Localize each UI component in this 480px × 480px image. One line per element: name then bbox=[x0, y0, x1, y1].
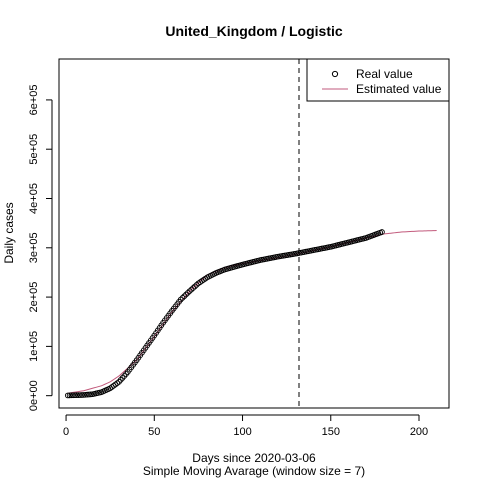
data-point bbox=[188, 286, 195, 293]
x-tick-label: 200 bbox=[410, 426, 428, 438]
data-point bbox=[86, 391, 92, 398]
x-axis: 0 50 100 150 200 bbox=[63, 414, 428, 438]
x-axis-label: Days since 2020-03-06 bbox=[192, 451, 316, 465]
data-point bbox=[186, 288, 193, 295]
y-tick-label: 1e+05 bbox=[28, 331, 40, 362]
data-point bbox=[379, 229, 385, 235]
data-point bbox=[75, 392, 82, 398]
x-tick-label: 50 bbox=[148, 426, 160, 438]
data-point bbox=[190, 285, 196, 291]
data-point bbox=[184, 290, 191, 296]
data-point bbox=[79, 392, 85, 398]
legend-box bbox=[306, 58, 450, 102]
data-point bbox=[192, 283, 198, 290]
legend-label-estimated: Estimated value bbox=[356, 82, 442, 96]
data-point bbox=[82, 391, 89, 398]
data-point bbox=[177, 296, 184, 303]
x-axis-sublabel: Simple Moving Avarage (window size = 7) bbox=[143, 464, 365, 478]
plot-frame bbox=[58, 58, 450, 409]
data-point bbox=[181, 293, 188, 300]
y-axis-label: Daily cases bbox=[2, 202, 16, 263]
data-point bbox=[80, 392, 87, 398]
legend-label-real: Real value bbox=[356, 67, 413, 81]
chart-title: United_Kingdom / Logistic bbox=[165, 23, 343, 39]
y-tick-label: 6e+05 bbox=[28, 84, 40, 115]
data-point bbox=[87, 391, 94, 398]
data-point bbox=[193, 282, 200, 288]
data-point bbox=[72, 392, 78, 399]
y-tick-label: 2e+05 bbox=[28, 282, 40, 313]
y-tick-label: 4e+05 bbox=[28, 183, 40, 214]
y-tick-label: 0e+00 bbox=[28, 380, 40, 411]
estimated-line bbox=[67, 230, 437, 394]
data-point bbox=[64, 392, 71, 399]
x-tick-label: 150 bbox=[322, 426, 340, 438]
y-tick-label: 3e+05 bbox=[28, 232, 40, 263]
legend-point-marker bbox=[331, 70, 339, 78]
y-tick-label: 5e+05 bbox=[28, 134, 40, 165]
data-point bbox=[179, 295, 186, 301]
data-point bbox=[68, 392, 75, 399]
x-tick-label: 100 bbox=[233, 426, 251, 438]
plot-area bbox=[64, 229, 437, 399]
data-point bbox=[66, 392, 73, 399]
x-tick-label: 0 bbox=[63, 426, 69, 438]
data-point bbox=[84, 391, 91, 398]
y-axis: 0e+00 1e+05 2e+05 3e+05 4e+05 5e+05 6e+05 bbox=[28, 84, 53, 411]
data-point bbox=[70, 392, 76, 399]
data-point bbox=[77, 392, 84, 398]
legend: Real value Estimated value bbox=[306, 58, 450, 102]
data-point bbox=[73, 392, 80, 399]
data-point bbox=[183, 291, 189, 298]
